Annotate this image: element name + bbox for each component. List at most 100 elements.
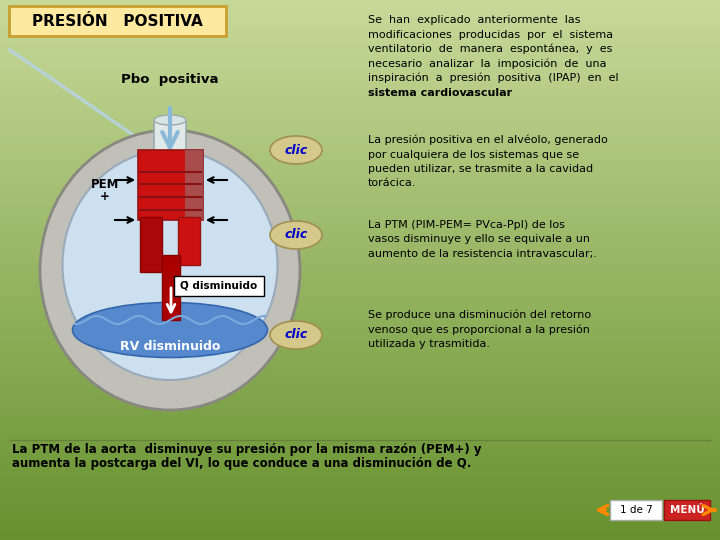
- Bar: [0, 456, 720, 457]
- Bar: [0, 476, 720, 477]
- Bar: [0, 88, 720, 89]
- Bar: [0, 325, 720, 326]
- Bar: [0, 189, 720, 190]
- Bar: [0, 241, 720, 242]
- Bar: [0, 402, 720, 403]
- Bar: [0, 388, 720, 389]
- Bar: [0, 420, 720, 421]
- Bar: [0, 521, 720, 522]
- Bar: [0, 276, 720, 277]
- Bar: [0, 273, 720, 274]
- Bar: [0, 492, 720, 493]
- Bar: [0, 36, 720, 37]
- Bar: [0, 56, 720, 57]
- Bar: [0, 267, 720, 268]
- Text: La PTM de la aorta  disminuye su presión por la misma razón (PEM+) y: La PTM de la aorta disminuye su presión …: [12, 443, 482, 456]
- Bar: [0, 394, 720, 395]
- Text: Pbo  positiva: Pbo positiva: [121, 73, 219, 86]
- Bar: [0, 10, 720, 11]
- Bar: [0, 473, 720, 474]
- Bar: [0, 326, 720, 327]
- Bar: [0, 168, 720, 169]
- Bar: [0, 59, 720, 60]
- Bar: [0, 329, 720, 330]
- Bar: [0, 24, 720, 25]
- Bar: [0, 358, 720, 359]
- Bar: [0, 482, 720, 483]
- Bar: [0, 367, 720, 368]
- Bar: [0, 437, 720, 438]
- Bar: [0, 289, 720, 290]
- Bar: [0, 322, 720, 323]
- Bar: [0, 385, 720, 386]
- Text: vasos disminuye y ello se equivale a un: vasos disminuye y ello se equivale a un: [368, 234, 590, 245]
- Bar: [0, 459, 720, 460]
- Bar: [0, 35, 720, 36]
- Bar: [0, 313, 720, 314]
- Bar: [0, 85, 720, 86]
- Bar: [0, 169, 720, 170]
- Bar: [0, 296, 720, 297]
- Bar: [0, 443, 720, 444]
- Bar: [0, 380, 720, 381]
- Bar: [0, 256, 720, 257]
- Bar: [0, 434, 720, 435]
- Bar: [0, 362, 720, 363]
- Bar: [0, 223, 720, 224]
- Bar: [0, 294, 720, 295]
- Ellipse shape: [270, 136, 322, 164]
- Bar: [0, 66, 720, 67]
- Bar: [0, 188, 720, 189]
- Bar: [0, 470, 720, 471]
- Bar: [0, 141, 720, 142]
- Bar: [0, 354, 720, 355]
- Bar: [0, 250, 720, 251]
- Bar: [0, 370, 720, 371]
- Bar: [0, 502, 720, 503]
- Bar: [0, 350, 720, 351]
- Bar: [0, 253, 720, 254]
- Bar: [0, 123, 720, 124]
- Bar: [0, 516, 720, 517]
- Bar: [0, 84, 720, 85]
- Bar: [0, 453, 720, 454]
- Bar: [0, 312, 720, 313]
- Bar: [0, 537, 720, 538]
- Bar: [0, 488, 720, 489]
- Bar: [140, 217, 162, 272]
- Bar: [0, 424, 720, 425]
- Bar: [0, 142, 720, 143]
- Bar: [0, 242, 720, 243]
- Text: +: +: [100, 190, 110, 202]
- Bar: [0, 199, 720, 200]
- Bar: [0, 409, 720, 410]
- Bar: [0, 266, 720, 267]
- Bar: [0, 21, 720, 22]
- Bar: [0, 379, 720, 380]
- Bar: [0, 92, 720, 93]
- Bar: [0, 254, 720, 255]
- Bar: [0, 236, 720, 237]
- Bar: [0, 372, 720, 373]
- Bar: [0, 332, 720, 333]
- Bar: [0, 283, 720, 284]
- Bar: [0, 178, 720, 179]
- Bar: [0, 446, 720, 447]
- Bar: [0, 221, 720, 222]
- Bar: [0, 324, 720, 325]
- Bar: [0, 535, 720, 536]
- Bar: [0, 405, 720, 406]
- Text: utilizada y trasmitida.: utilizada y trasmitida.: [368, 339, 490, 349]
- Bar: [0, 490, 720, 491]
- Text: venoso que es proporcional a la presión: venoso que es proporcional a la presión: [368, 324, 590, 335]
- Text: .: .: [465, 87, 469, 98]
- Bar: [0, 103, 720, 104]
- Bar: [0, 161, 720, 162]
- Bar: [0, 311, 720, 312]
- Bar: [0, 463, 720, 464]
- Bar: [0, 114, 720, 115]
- Bar: [0, 400, 720, 401]
- Bar: [0, 96, 720, 97]
- Bar: [0, 484, 720, 485]
- Bar: [0, 512, 720, 513]
